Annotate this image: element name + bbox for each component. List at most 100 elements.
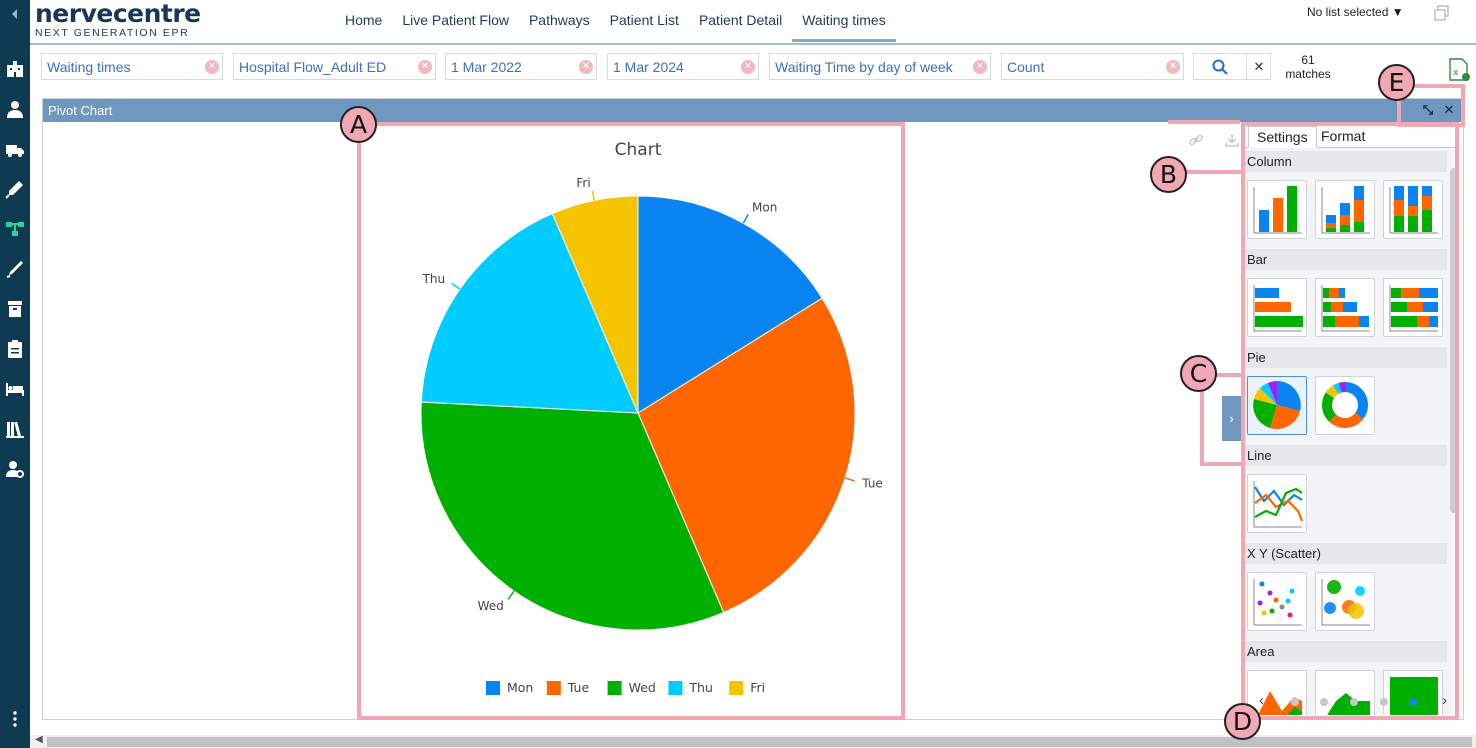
percent-area-option[interactable]	[1383, 670, 1443, 715]
header-divider	[30, 43, 1476, 45]
pager-dot[interactable]	[1380, 698, 1388, 706]
search-icon[interactable]	[1211, 58, 1229, 76]
annotation-box-b	[1168, 120, 1240, 172]
legend-label-mon[interactable]: Mon	[507, 680, 533, 695]
pie-label-tue: Tue	[861, 476, 883, 490]
filter-report[interactable]: Waiting times ✕	[41, 53, 223, 80]
scroll-left-icon[interactable]: ◀	[35, 734, 43, 745]
tab-format[interactable]: Format	[1321, 128, 1366, 144]
archive-icon[interactable]	[3, 297, 27, 321]
minimize-icon[interactable]: ⤡	[1422, 102, 1434, 117]
doughnut-chart-option[interactable]	[1315, 376, 1375, 435]
legend-swatch-thu[interactable]	[668, 681, 683, 695]
stacked-bar-option[interactable]	[1315, 278, 1375, 337]
clear-icon[interactable]: ✕	[1166, 60, 1180, 74]
patient-icon[interactable]	[3, 97, 27, 121]
stacked-area-option[interactable]	[1315, 670, 1375, 715]
legend-swatch-fri[interactable]	[729, 681, 744, 695]
nav-home[interactable]: Home	[345, 12, 383, 28]
pathway-icon[interactable]	[3, 217, 27, 241]
scrollbar-thumb[interactable]	[1450, 168, 1459, 513]
brand-logo[interactable]: nervecentre NEXT GENERATION EPR	[35, 1, 201, 39]
clustered-bar-option[interactable]	[1247, 278, 1307, 337]
window-restore-icon[interactable]	[1434, 5, 1450, 21]
pie-labels: Mon Tue Wed Thu Fri	[422, 176, 883, 613]
expand-settings-button[interactable]: ›	[1222, 396, 1241, 441]
pen-icon[interactable]	[3, 257, 27, 281]
clear-icon[interactable]: ✕	[418, 60, 432, 74]
clipboard-icon[interactable]	[3, 337, 27, 361]
search-controls: ✕	[1193, 53, 1271, 80]
pie-slice-thu[interactable]	[420, 212, 639, 414]
legend-label-wed[interactable]: Wed	[629, 680, 656, 695]
close-icon[interactable]: ✕	[1443, 102, 1455, 117]
tab-settings[interactable]: Settings	[1248, 126, 1317, 148]
pie-label-fri: Fri	[576, 176, 590, 190]
pie-label-connector	[507, 590, 515, 600]
clear-icon[interactable]: ✕	[973, 60, 987, 74]
clustered-column-option[interactable]	[1247, 180, 1307, 239]
nav-pathways[interactable]: Pathways	[528, 12, 590, 28]
more-icon[interactable]	[3, 707, 27, 731]
ambulance-icon[interactable]	[3, 137, 27, 161]
nav-waiting-times[interactable]: Waiting times	[792, 0, 896, 42]
pie-label-mon: Mon	[752, 201, 777, 215]
list-selector[interactable]: No list selected ▼	[1307, 5, 1404, 19]
filter-measure-text: Count	[1007, 59, 1045, 75]
filter-measure[interactable]: Count ✕	[1001, 53, 1184, 80]
library-icon[interactable]	[3, 417, 27, 441]
filter-start-date[interactable]: 1 Mar 2022 ✕	[445, 53, 597, 80]
clear-icon[interactable]: ✕	[741, 60, 755, 74]
settings-scrollbar[interactable]	[1449, 150, 1461, 685]
clear-icon[interactable]: ✕	[205, 60, 219, 74]
bubble-chart-option[interactable]	[1315, 572, 1375, 631]
nav-patient-detail[interactable]: Patient Detail	[698, 12, 783, 28]
legend-swatch-tue[interactable]	[546, 681, 561, 695]
bed-icon[interactable]	[3, 377, 27, 401]
pie-slice-tue[interactable]	[637, 297, 856, 614]
pie-slice-fri[interactable]	[551, 195, 639, 414]
stacked-column-option[interactable]	[1315, 180, 1375, 239]
scatter-chart-option[interactable]	[1247, 572, 1307, 631]
nav-live-patient-flow[interactable]: Live Patient Flow	[402, 12, 509, 28]
pager-dot[interactable]	[1291, 698, 1299, 706]
legend-label-fri[interactable]: Fri	[750, 680, 765, 695]
pager-dot[interactable]	[1350, 698, 1358, 706]
filter-report-view[interactable]: Waiting Time by day of week ✕	[769, 53, 991, 80]
legend-label-thu[interactable]: Thu	[688, 680, 712, 695]
brand-subtitle: NEXT GENERATION EPR	[35, 27, 190, 39]
filter-end-date[interactable]: 1 Mar 2024 ✕	[607, 53, 759, 80]
syringe-icon[interactable]	[3, 177, 27, 201]
legend-swatch-mon[interactable]	[486, 681, 500, 695]
pager-prev-button[interactable]: ‹	[1259, 692, 1264, 709]
pie-chart-option[interactable]	[1247, 376, 1307, 435]
settings-pager: ‹ ›	[1245, 690, 1455, 714]
legend-swatch-wed[interactable]	[607, 681, 622, 695]
match-count-label: matches	[1285, 67, 1331, 81]
download-icon[interactable]	[1224, 132, 1240, 148]
user-settings-icon[interactable]	[3, 457, 27, 481]
legend-label-tue[interactable]: Tue	[567, 680, 590, 695]
clear-search-button[interactable]: ✕	[1246, 54, 1271, 79]
expand-icon[interactable]	[3, 2, 27, 26]
annotation-box-a	[357, 122, 905, 720]
area-chart-option[interactable]	[1247, 670, 1307, 715]
pager-dot-active[interactable]	[1409, 698, 1417, 706]
clear-icon[interactable]: ✕	[579, 60, 593, 74]
top-nav: Home Live Patient Flow Pathways Patient …	[335, 0, 896, 44]
link-icon[interactable]	[1188, 132, 1204, 148]
pager-dot[interactable]	[1320, 698, 1328, 706]
pager-next-button[interactable]: ›	[1442, 692, 1447, 709]
line-chart-option[interactable]	[1247, 474, 1307, 533]
percent-column-option[interactable]	[1383, 180, 1443, 239]
filter-location[interactable]: Hospital Flow_Adult ED ✕	[233, 53, 436, 80]
section-pie: Pie	[1245, 347, 1447, 368]
horizontal-scrollbar[interactable]: ◀	[30, 734, 1476, 748]
hospital-icon[interactable]	[3, 57, 27, 81]
chart-legend: Mon Tue Wed Thu Fri	[486, 680, 765, 695]
percent-bar-option[interactable]	[1383, 278, 1443, 337]
panel-header: Pivot Chart ⤡ ✕	[43, 99, 1463, 122]
horizontal-scrollbar-thumb[interactable]	[47, 737, 1472, 747]
nav-patient-list[interactable]: Patient List	[609, 12, 679, 28]
excel-export-icon[interactable]: x	[1448, 58, 1470, 82]
